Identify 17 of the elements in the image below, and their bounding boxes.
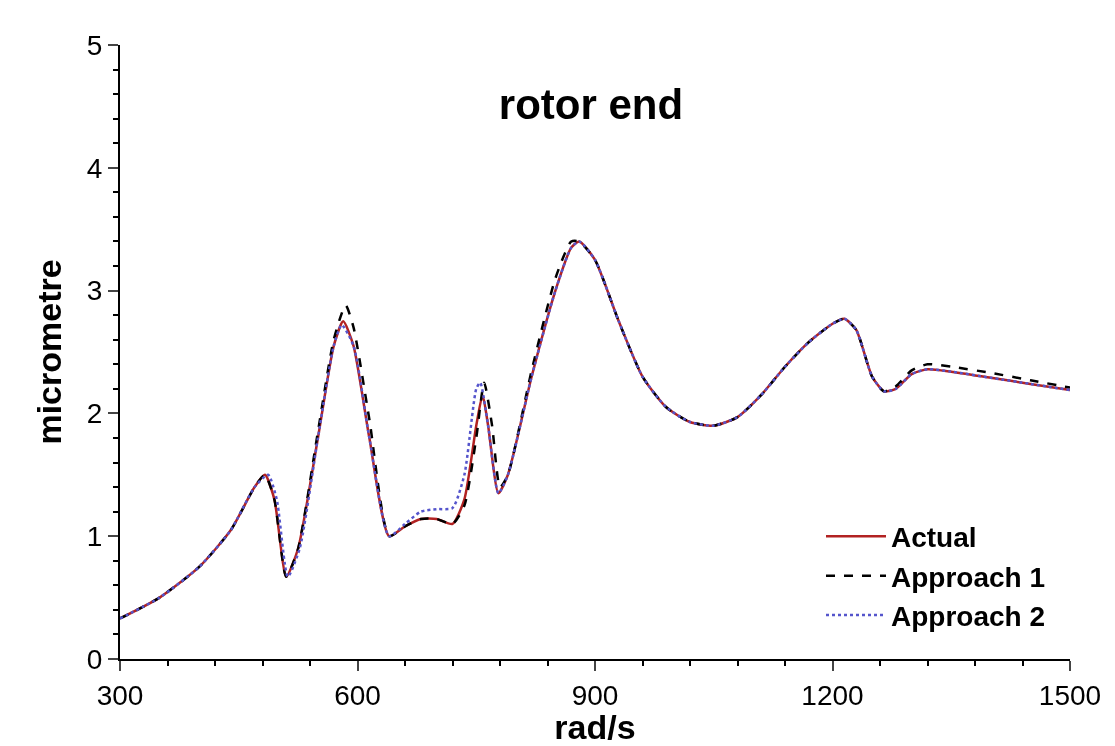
- x-tick-label: 300: [96, 679, 144, 711]
- y-tick-label: 0: [86, 643, 103, 675]
- y-tick-label: 5: [86, 29, 103, 61]
- x-tick-label: 1500: [1038, 679, 1102, 711]
- x-tick-label: 1200: [801, 679, 864, 711]
- y-tick-label: 1: [86, 521, 103, 552]
- y-axis-title: micrometre: [29, 259, 68, 445]
- legend-label: Approach 1: [891, 561, 1046, 593]
- y-tick-label: 3: [86, 275, 103, 307]
- x-axis-title: rad/s: [554, 708, 636, 746]
- y-tick-label: 4: [86, 152, 103, 184]
- text: rotor end: [498, 80, 684, 128]
- legend-label: Actual: [891, 522, 977, 554]
- x-tick-label: 600: [334, 679, 381, 711]
- x-tick-label: 900: [571, 679, 619, 711]
- y-tick-label: 2: [86, 398, 103, 430]
- legend-label: Approach 2: [891, 601, 1046, 632]
